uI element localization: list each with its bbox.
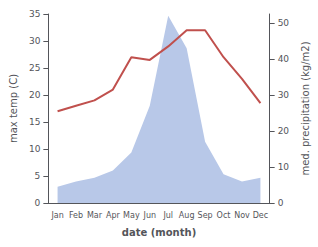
svg-text:May: May: [123, 211, 140, 220]
svg-text:0: 0: [35, 198, 41, 208]
svg-text:25: 25: [29, 63, 40, 73]
svg-text:Aug: Aug: [179, 211, 195, 220]
svg-text:Nov: Nov: [234, 211, 250, 220]
svg-text:med. precipitation (kg/m2): med. precipitation (kg/m2): [300, 41, 311, 175]
svg-text:10: 10: [278, 162, 290, 172]
svg-text:40: 40: [278, 54, 290, 64]
svg-text:Oct: Oct: [217, 211, 231, 220]
svg-text:date (month): date (month): [122, 227, 196, 238]
svg-text:Sep: Sep: [198, 211, 213, 220]
svg-text:5: 5: [35, 171, 41, 181]
svg-text:30: 30: [29, 36, 41, 46]
svg-text:Mar: Mar: [87, 211, 103, 220]
svg-text:Apr: Apr: [106, 211, 121, 220]
svg-text:0: 0: [278, 198, 284, 208]
svg-text:Jan: Jan: [50, 211, 63, 220]
svg-text:Dec: Dec: [253, 211, 268, 220]
svg-text:15: 15: [29, 117, 40, 127]
svg-text:10: 10: [29, 144, 41, 154]
svg-text:Jul: Jul: [162, 211, 173, 220]
svg-text:35: 35: [29, 9, 40, 19]
svg-text:20: 20: [29, 90, 41, 100]
svg-text:20: 20: [278, 126, 290, 136]
svg-text:Jun: Jun: [143, 211, 157, 220]
svg-text:50: 50: [278, 18, 290, 28]
svg-text:max temp (C): max temp (C): [8, 74, 19, 143]
svg-text:30: 30: [278, 90, 290, 100]
svg-text:Feb: Feb: [69, 211, 83, 220]
